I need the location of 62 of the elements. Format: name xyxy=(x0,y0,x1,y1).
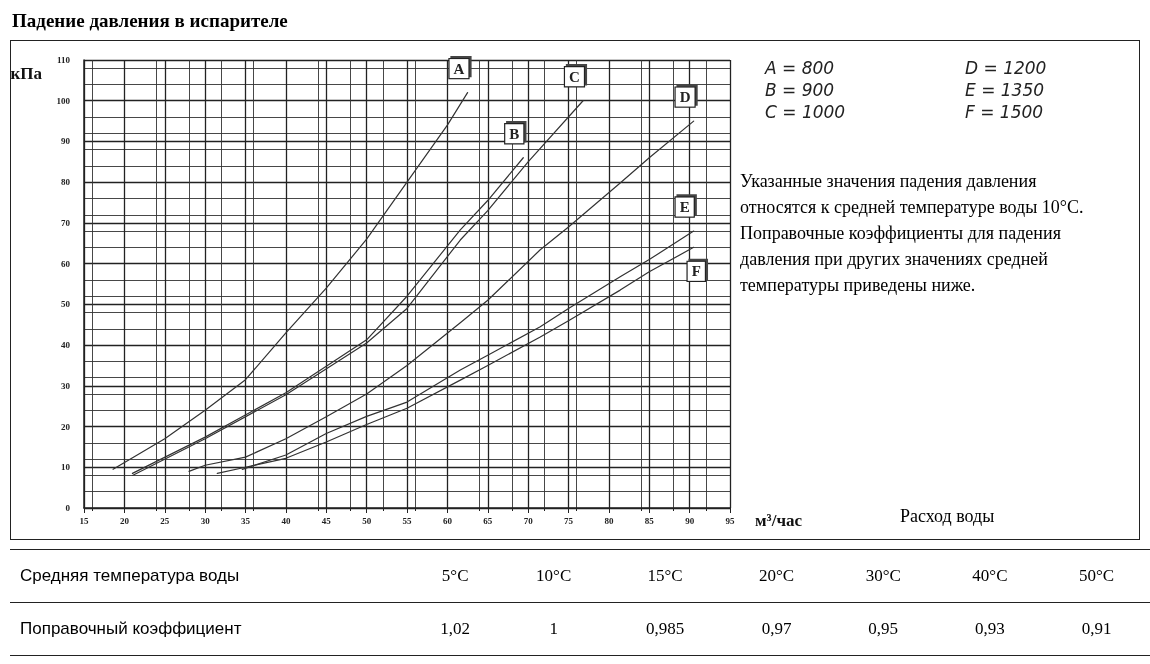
series-label: C xyxy=(569,68,580,85)
text: Расход воды xyxy=(900,506,995,527)
text: Средняя температура воды xyxy=(19,565,241,587)
text: F = 1500 xyxy=(965,102,1045,122)
text: 0,985 xyxy=(644,618,686,640)
x-tick-label: 20 xyxy=(119,515,130,526)
y-tick-label: 60 xyxy=(61,258,71,269)
text: D = 1200 xyxy=(965,58,1048,78)
x-axis-title: м³/час xyxy=(755,511,803,530)
series-label: E xyxy=(679,199,690,216)
x-tick-label: 30 xyxy=(200,515,211,526)
x-tick-label: 65 xyxy=(483,515,493,526)
y-tick-label: 40 xyxy=(61,340,71,351)
text: 10°C xyxy=(535,565,573,587)
x-tick-label: 35 xyxy=(241,515,251,526)
text: C = 1000 xyxy=(765,102,847,122)
text: 40°C xyxy=(971,565,1009,587)
y-tick-label: 80 xyxy=(61,177,71,188)
y-axis-title: кПа xyxy=(10,64,43,83)
y-tick-label: 10 xyxy=(61,462,71,473)
y-tick-label: 100 xyxy=(56,95,71,106)
text: 0,93 xyxy=(974,618,1006,640)
text: Поправочный коэффициент xyxy=(19,618,243,640)
x-tick-label: 25 xyxy=(160,515,170,526)
series-label: A xyxy=(453,60,465,77)
text: 50°C xyxy=(1078,565,1116,587)
chart-title: Падение давления в испарителе xyxy=(12,10,288,32)
x-tick-label: 45 xyxy=(321,515,332,526)
x-tick-label: 60 xyxy=(442,515,453,526)
x-tick-label: 55 xyxy=(402,515,412,526)
series-label: B xyxy=(509,125,520,142)
text: B = 900 xyxy=(765,80,836,100)
text: 1 xyxy=(548,618,559,640)
text: A = 800 xyxy=(765,58,836,78)
text: 1,02 xyxy=(439,618,472,640)
text: 20°C xyxy=(757,565,796,587)
x-tick-label: 15 xyxy=(79,515,89,526)
x-tick-label: 50 xyxy=(362,515,372,526)
x-tick-label: 85 xyxy=(644,515,655,526)
series-label: D xyxy=(679,89,691,106)
series-label: F xyxy=(691,263,701,280)
y-tick-label: 20 xyxy=(61,421,71,432)
y-tick-label: 70 xyxy=(61,217,71,228)
text: 15°C xyxy=(646,565,684,587)
text: 0,97 xyxy=(760,618,793,640)
x-tick-label: 90 xyxy=(685,515,695,526)
x-tick-label: 70 xyxy=(523,515,534,526)
text: 30°C xyxy=(864,565,902,587)
text: 0,95 xyxy=(867,618,900,640)
y-tick-label: 0 xyxy=(65,503,71,513)
text: E = 1350 xyxy=(965,80,1046,100)
y-tick-label: 50 xyxy=(61,299,71,310)
y-tick-label: 90 xyxy=(61,136,71,147)
y-tick-label: 30 xyxy=(61,380,71,391)
x-tick-label: 95 xyxy=(725,515,735,526)
x-tick-label: 40 xyxy=(281,515,291,526)
text: 0,91 xyxy=(1080,618,1113,640)
text: 5°C xyxy=(440,565,470,587)
text: Указанные значения падения давления относятся к средней температуре воды 10°C. Поправочные коэффициенты для падения давления при других значениях средней температуры приведены ниже. xyxy=(740,170,1085,297)
x-tick-label: 80 xyxy=(604,515,614,526)
x-tick-label: 75 xyxy=(564,515,574,526)
y-tick-label: 110 xyxy=(56,55,71,65)
